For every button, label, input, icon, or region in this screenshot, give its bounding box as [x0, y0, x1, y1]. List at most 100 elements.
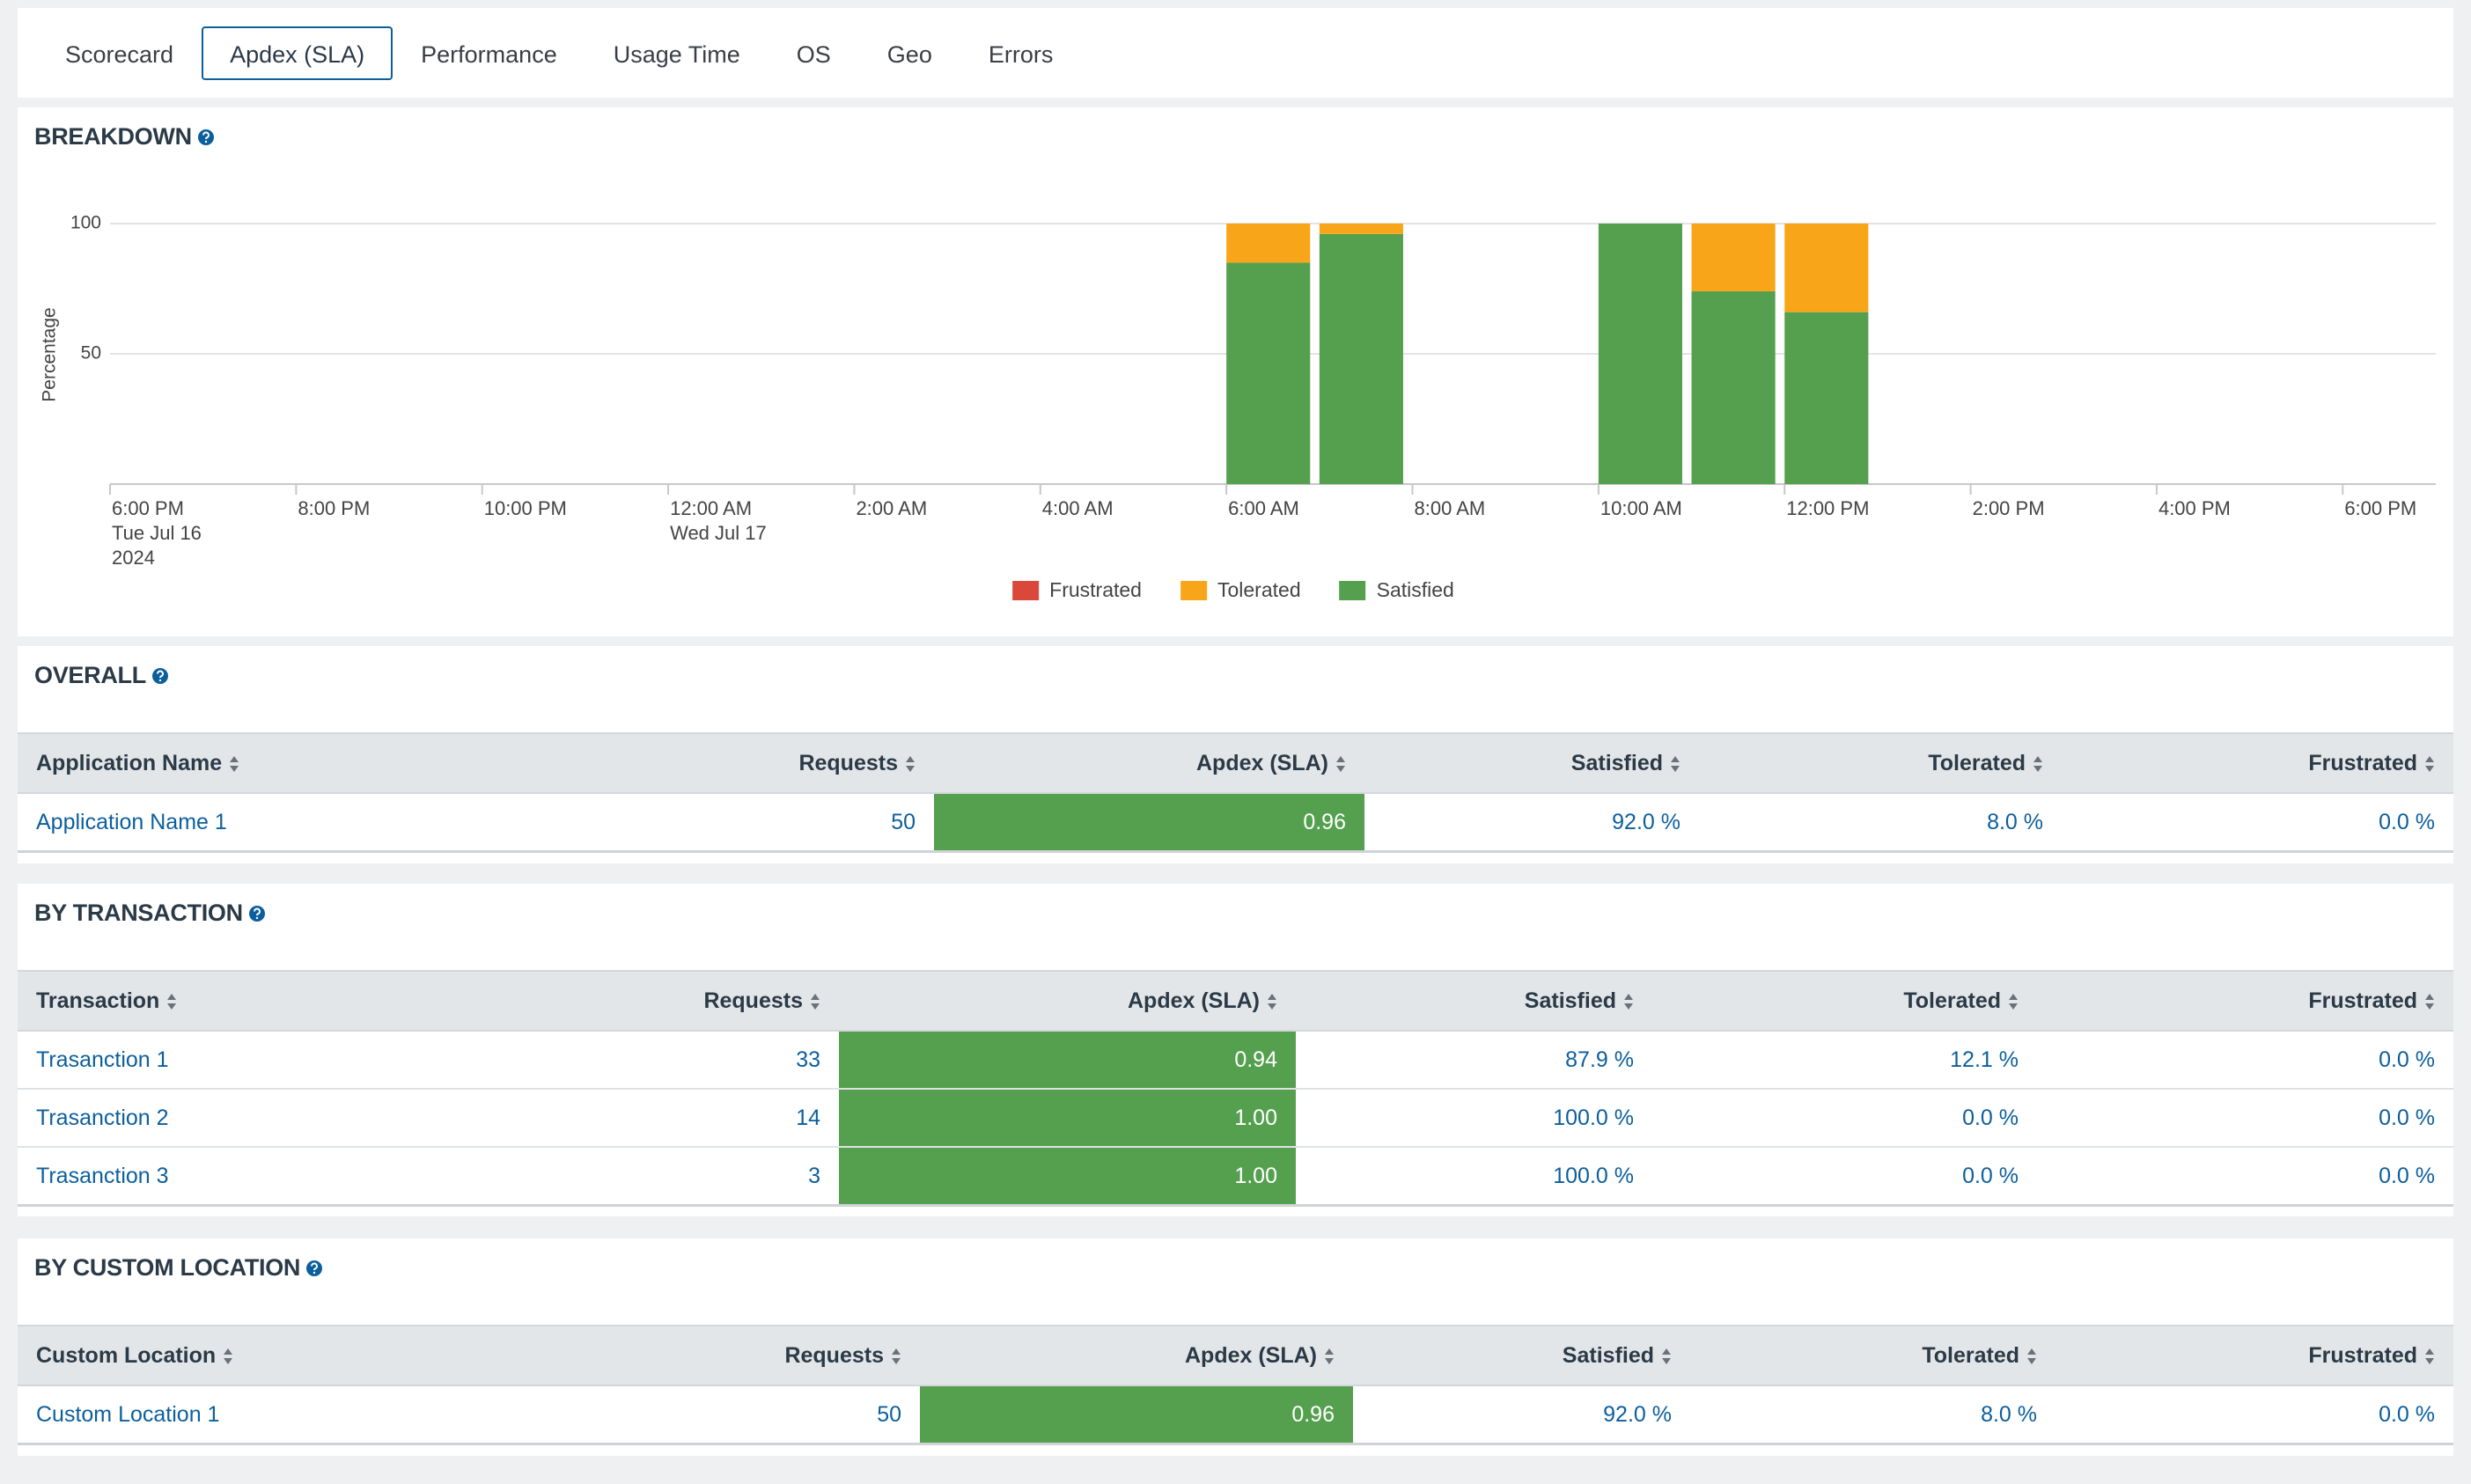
sort-icon[interactable] [905, 754, 916, 774]
cell: 8.0 % [1690, 1385, 2055, 1445]
sort-icon[interactable] [1670, 754, 1680, 774]
sort-icon[interactable] [166, 992, 177, 1011]
legend-item[interactable]: Tolerated [1180, 578, 1301, 602]
column-title: Requests [784, 1342, 884, 1368]
tab[interactable]: Performance [421, 40, 557, 68]
table-head: Application Name Requests Apdex (SLA) Satis… [18, 732, 2453, 794]
column-header[interactable]: Apdex (SLA) [920, 1325, 1353, 1386]
column-header[interactable]: Tolerated [1652, 970, 2037, 1032]
section-title: BY TRANSACTION [34, 900, 243, 926]
cell: 0.0 % [2037, 1147, 2453, 1207]
cell: 0.0 % [2062, 793, 2453, 853]
table-row: Trasanction 1 33 0.94 87.9 % 12.1 % 0.0 % [18, 1031, 2453, 1090]
header-row: Custom Location Requests Apdex (SLA) Satisf… [18, 1325, 2453, 1386]
row-link[interactable]: Trasanction 2 [18, 1089, 536, 1148]
legend-item[interactable]: Satisfied [1339, 578, 1454, 602]
column-title: Satisfied [1524, 988, 1616, 1013]
column-header[interactable]: Tolerated [1690, 1325, 2055, 1386]
column-title: Apdex (SLA) [1185, 1342, 1317, 1368]
x-tick-label: 6:00 AM [1228, 497, 1299, 519]
section-title: BY CUSTOM LOCATION [34, 1254, 301, 1281]
sort-icon[interactable] [891, 1347, 901, 1366]
help-icon[interactable] [248, 905, 266, 922]
column-header[interactable]: Requests [536, 970, 839, 1032]
cell: 12.1 % [1652, 1031, 2037, 1090]
column-header[interactable]: Apdex (SLA) [839, 970, 1296, 1032]
column-title: Requests [703, 988, 803, 1013]
column-header[interactable]: Requests [630, 732, 934, 794]
column-title: Frustrated [2308, 1342, 2417, 1368]
table: Transaction Requests Apdex (SLA) Satisfied T… [18, 970, 2453, 1207]
help-icon[interactable] [305, 1260, 323, 1277]
breakdown-panel: BREAKDOWN 50 100 Percentage Frustrated Tole… [18, 107, 2453, 636]
sort-icon[interactable] [1661, 1347, 1672, 1366]
help-icon[interactable] [197, 129, 215, 146]
tab[interactable]: Usage Time [613, 40, 740, 68]
column-title: Transaction [36, 988, 160, 1013]
apdex-cell: 0.96 [934, 793, 1364, 853]
sort-icon[interactable] [223, 1347, 233, 1366]
sort-icon[interactable] [1324, 1347, 1335, 1366]
x-tick-label: 6:00 PM [2344, 497, 2417, 519]
sort-icon[interactable] [1335, 754, 1346, 774]
sort-icon[interactable] [2424, 1347, 2435, 1366]
x-tick-label: 6:00 PM Tue Jul 16 2024 [112, 497, 202, 569]
row-link[interactable]: Trasanction 3 [18, 1147, 536, 1207]
column-header[interactable]: Satisfied [1353, 1325, 1690, 1386]
sort-icon[interactable] [2026, 1347, 2037, 1366]
row-link[interactable]: Custom Location 1 [18, 1385, 614, 1445]
column-header[interactable]: Satisfied [1364, 732, 1699, 794]
cell: 92.0 % [1364, 793, 1699, 853]
table-row: Application Name 1 50 0.96 92.0 % 8.0 % 0.0 % [18, 793, 2453, 853]
sort-icon[interactable] [810, 992, 820, 1011]
legend-item[interactable]: Frustrated [1012, 578, 1142, 602]
x-tick-label: 12:00 PM [1786, 497, 1870, 519]
column-title: Tolerated [1928, 750, 2026, 775]
section-title: BREAKDOWN [34, 123, 192, 150]
y-tick-label: 50 [81, 343, 101, 364]
sort-icon[interactable] [2424, 754, 2435, 774]
table-head: Transaction Requests Apdex (SLA) Satisfied T… [18, 970, 2453, 1032]
x-tick-label: 10:00 PM [483, 497, 567, 519]
tab[interactable]: Apdex (SLA) [202, 26, 393, 80]
column-header[interactable]: Frustrated [2055, 1325, 2453, 1386]
column-header[interactable]: Transaction [18, 970, 536, 1032]
legend: Frustrated Tolerated Satisfied [1012, 578, 1454, 602]
section-heading: BY TRANSACTION [34, 900, 266, 927]
cell: 33 [536, 1031, 839, 1090]
sort-icon[interactable] [2008, 992, 2019, 1011]
column-header[interactable]: Requests [614, 1325, 920, 1386]
sort-icon[interactable] [1623, 992, 1634, 1011]
column-title: Tolerated [1922, 1342, 2019, 1368]
tab[interactable]: Errors [988, 40, 1054, 68]
column-header[interactable]: Tolerated [1699, 732, 2062, 794]
help-icon[interactable] [151, 667, 169, 685]
column-header[interactable]: Application Name [18, 732, 630, 794]
sort-icon[interactable] [229, 754, 239, 774]
x-tick-label: 8:00 AM [1414, 497, 1486, 519]
sort-icon[interactable] [1267, 992, 1277, 1011]
row-link[interactable]: Application Name 1 [18, 793, 630, 853]
sort-icon[interactable] [2424, 992, 2435, 1011]
custom-location-panel: BY CUSTOM LOCATION Custom Location Reques… [18, 1238, 2453, 1456]
column-header[interactable]: Apdex (SLA) [934, 732, 1364, 794]
column-header[interactable]: Frustrated [2062, 732, 2453, 794]
y-tick-label: 100 [70, 213, 101, 233]
cell: 14 [536, 1089, 839, 1148]
column-header[interactable]: Frustrated [2037, 970, 2453, 1032]
tab[interactable]: OS [796, 40, 831, 68]
table: Custom Location Requests Apdex (SLA) Satisf… [18, 1325, 2453, 1445]
column-title: Application Name [36, 750, 223, 775]
bar-segment [1691, 224, 1776, 291]
sort-icon[interactable] [2033, 754, 2043, 774]
bar-segment [1226, 224, 1311, 263]
column-header[interactable]: Custom Location [18, 1325, 614, 1386]
column-header[interactable]: Satisfied [1296, 970, 1652, 1032]
tab[interactable]: Scorecard [65, 40, 174, 68]
bar-segment [1319, 233, 1403, 484]
bar-segment [1691, 290, 1776, 484]
tab[interactable]: Geo [886, 40, 932, 68]
table-body: Trasanction 1 33 0.94 87.9 % 12.1 % 0.0 % Tras… [18, 1031, 2453, 1207]
row-link[interactable]: Trasanction 1 [18, 1031, 536, 1090]
apdex-cell: 1.00 [839, 1089, 1296, 1148]
